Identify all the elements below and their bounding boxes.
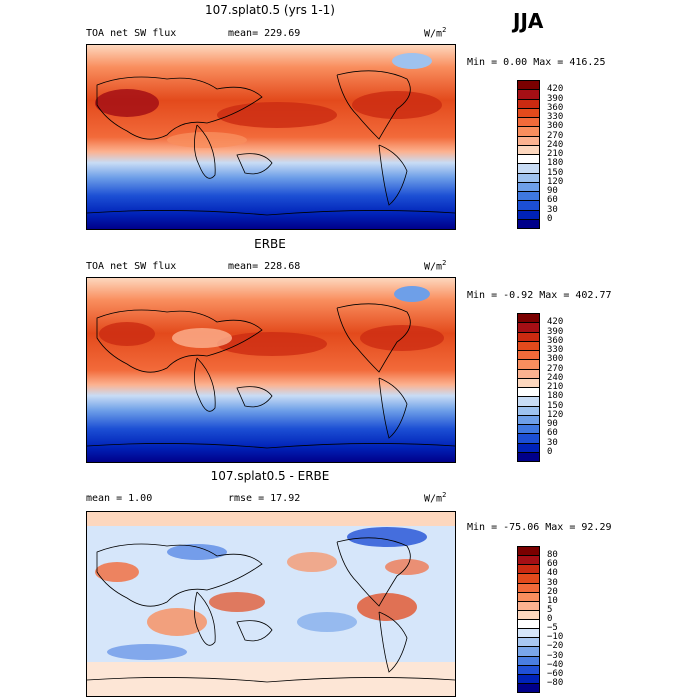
colorbar-tick-label: 420: [547, 317, 564, 328]
panel2-mean-label: mean= 228.68: [228, 261, 301, 272]
panel1-map: [86, 44, 456, 230]
colorbar-tick-label: 10: [547, 595, 558, 606]
panel1-colorbar: 420 390 360 330 300 270 240 210 180 150 120 90 60 30 0: [517, 80, 577, 229]
colorbar-tick-label: 0: [547, 213, 553, 224]
colorbar-tick-label: 90: [547, 186, 558, 196]
panel1-mean-label: mean= 229.69: [228, 28, 301, 39]
colorbar-tick-label: 40: [547, 568, 558, 579]
colorbar-swatch: [517, 682, 540, 693]
panel1-field-label: TOA net SW flux: [86, 28, 177, 39]
colorbar-tick-label: 60: [547, 428, 558, 439]
panel2-title: ERBE: [254, 237, 286, 251]
colorbar-tick-label: 80: [547, 550, 558, 561]
colorbar-tick-label: 180: [547, 158, 564, 169]
colorbar-tick-label: 0: [547, 446, 553, 457]
panel3-colorbar: 80 60 40 30 20 10 5 0 −5 −10 −20 −30 −40 −60 −80: [517, 546, 577, 693]
colorbar-tick-label: −60: [547, 668, 564, 679]
colorbar-tick-label: 150: [547, 400, 564, 411]
colorbar-tick-label: −40: [547, 659, 564, 670]
colorbar-tick-label: 390: [547, 326, 564, 337]
panel3-title: 107.splat0.5 - ERBE: [210, 469, 330, 483]
panel2-map: [86, 277, 456, 463]
colorbar-tick-label: 0: [547, 614, 553, 624]
colorbar-tick-label: 300: [547, 121, 564, 132]
colorbar-tick-label: 300: [547, 354, 564, 365]
colorbar-tick-label: 30: [547, 577, 558, 588]
colorbar-tick-label: −10: [547, 632, 564, 643]
colorbar-tick-label: 5: [547, 604, 553, 615]
colorbar-tick-label: −80: [547, 677, 564, 688]
panel3-map-plot: [87, 512, 455, 696]
colorbar-tick-label: 330: [547, 345, 564, 355]
panel2-units: W/m2: [424, 259, 447, 273]
colorbar-tick-label: −5: [547, 623, 558, 634]
panel3-map: [86, 511, 456, 697]
panel1-map-plot: [87, 45, 455, 229]
panel2-map-plot: [87, 278, 455, 462]
colorbar-tick-label: 20: [547, 586, 558, 597]
colorbar-tick-label: 180: [547, 391, 564, 402]
colorbar-tick-label: 60: [547, 195, 558, 206]
colorbar-tick-label: 270: [547, 130, 564, 141]
panel3-minmax: Min = -75.06 Max = 92.29: [467, 522, 612, 533]
colorbar-tick-label: 240: [547, 372, 564, 383]
panel2-minmax: Min = -0.92 Max = 402.77: [467, 290, 612, 301]
colorbar-tick-label: 270: [547, 363, 564, 374]
panel2-colorbar: 420 390 360 330 300 270 240 210 180 150 120 90 60 30 0: [517, 313, 577, 462]
panel1-minmax: Min = 0.00 Max = 416.25: [467, 57, 606, 68]
colorbar-tick-label: 150: [547, 167, 564, 178]
colorbar-tick-label: 330: [547, 112, 564, 122]
colorbar-tick-label: 60: [547, 559, 558, 570]
panel1-title: 107.splat0.5 (yrs 1-1): [205, 3, 335, 17]
colorbar-tick-label: 30: [547, 204, 558, 215]
colorbar-tick-label: −30: [547, 650, 564, 661]
panel2-field-label: TOA net SW flux: [86, 261, 177, 272]
colorbar-swatch: [517, 451, 540, 462]
colorbar-tick-label: 420: [547, 84, 564, 95]
panel3-rmse-label: rmse = 17.92: [228, 493, 301, 504]
colorbar-tick-label: 30: [547, 437, 558, 448]
colorbar-tick-label: 240: [547, 139, 564, 150]
colorbar-swatch: [517, 218, 540, 229]
colorbar-tick-label: 210: [547, 382, 564, 392]
panel3-mean-label: mean = 1.00: [86, 493, 153, 504]
colorbar-tick-label: 90: [547, 419, 558, 429]
colorbar-tick-label: 360: [547, 335, 564, 346]
colorbar-tick-label: 120: [547, 176, 564, 187]
panel3-units: W/m2: [424, 491, 447, 505]
panel1-units: W/m2: [424, 26, 447, 40]
colorbar-tick-label: 360: [547, 102, 564, 113]
season-label: JJA: [513, 9, 544, 33]
colorbar-tick-label: −20: [547, 641, 564, 652]
colorbar-tick-label: 120: [547, 409, 564, 420]
colorbar-tick-label: 390: [547, 93, 564, 104]
colorbar-tick-label: 210: [547, 149, 564, 159]
